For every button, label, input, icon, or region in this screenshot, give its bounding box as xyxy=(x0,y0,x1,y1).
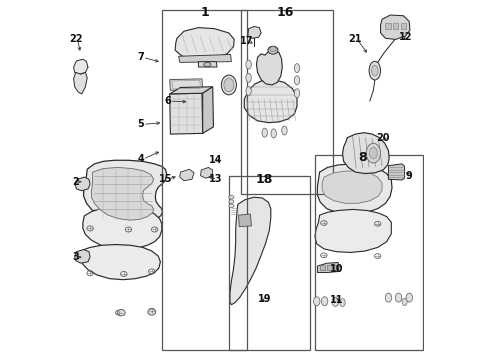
Ellipse shape xyxy=(246,87,251,95)
Polygon shape xyxy=(343,133,389,174)
Polygon shape xyxy=(381,15,410,40)
Polygon shape xyxy=(83,207,162,249)
Polygon shape xyxy=(92,167,153,220)
Ellipse shape xyxy=(321,297,328,306)
Polygon shape xyxy=(170,87,213,94)
Polygon shape xyxy=(318,262,339,273)
Ellipse shape xyxy=(369,61,381,80)
Ellipse shape xyxy=(395,293,402,302)
Ellipse shape xyxy=(294,64,300,73)
Polygon shape xyxy=(256,50,282,85)
Ellipse shape xyxy=(229,200,234,203)
Text: 9: 9 xyxy=(406,171,413,181)
Text: 13: 13 xyxy=(209,174,222,184)
Ellipse shape xyxy=(148,309,156,315)
Polygon shape xyxy=(333,265,338,270)
Text: 14: 14 xyxy=(209,155,222,165)
Text: 7: 7 xyxy=(138,52,145,62)
Text: 12: 12 xyxy=(399,32,413,42)
Polygon shape xyxy=(385,23,391,30)
Ellipse shape xyxy=(332,297,339,306)
Polygon shape xyxy=(170,79,203,90)
Text: 16: 16 xyxy=(276,6,294,19)
Ellipse shape xyxy=(282,126,287,135)
Ellipse shape xyxy=(117,310,125,316)
Ellipse shape xyxy=(270,46,276,51)
Bar xyxy=(162,10,247,350)
Ellipse shape xyxy=(229,195,234,199)
Text: 15: 15 xyxy=(159,174,173,184)
Ellipse shape xyxy=(224,78,234,92)
Ellipse shape xyxy=(406,293,413,302)
Ellipse shape xyxy=(271,129,276,138)
Polygon shape xyxy=(315,210,392,252)
Ellipse shape xyxy=(314,297,320,306)
Ellipse shape xyxy=(204,62,211,67)
Bar xyxy=(229,176,310,350)
Polygon shape xyxy=(318,164,392,214)
Text: 3: 3 xyxy=(73,252,79,262)
Text: 11: 11 xyxy=(330,295,343,305)
Text: 2: 2 xyxy=(73,177,79,187)
Polygon shape xyxy=(203,87,214,134)
Polygon shape xyxy=(170,93,203,134)
Polygon shape xyxy=(239,214,251,226)
Ellipse shape xyxy=(294,89,300,98)
Polygon shape xyxy=(401,23,406,30)
Text: 4: 4 xyxy=(138,154,145,164)
Polygon shape xyxy=(198,62,217,67)
Text: 10: 10 xyxy=(330,264,343,274)
Text: 19: 19 xyxy=(258,294,271,304)
Polygon shape xyxy=(393,23,398,30)
Ellipse shape xyxy=(402,298,407,306)
Ellipse shape xyxy=(221,75,236,95)
Text: 21: 21 xyxy=(349,35,362,44)
Ellipse shape xyxy=(294,76,300,85)
Text: 1: 1 xyxy=(200,6,209,19)
Polygon shape xyxy=(322,171,382,203)
Polygon shape xyxy=(74,59,88,74)
Polygon shape xyxy=(320,265,325,270)
Text: 17: 17 xyxy=(240,36,253,46)
Text: 6: 6 xyxy=(165,96,172,106)
Polygon shape xyxy=(245,80,297,123)
Text: 5: 5 xyxy=(138,120,145,129)
Ellipse shape xyxy=(369,147,377,159)
Polygon shape xyxy=(200,167,213,178)
Text: 22: 22 xyxy=(69,35,82,44)
Ellipse shape xyxy=(340,299,345,307)
Ellipse shape xyxy=(262,128,268,137)
Polygon shape xyxy=(74,177,90,191)
Polygon shape xyxy=(74,72,87,94)
Polygon shape xyxy=(230,197,271,305)
Polygon shape xyxy=(248,27,261,39)
Polygon shape xyxy=(179,54,231,62)
Polygon shape xyxy=(180,169,194,181)
Ellipse shape xyxy=(229,204,234,208)
Ellipse shape xyxy=(246,60,251,69)
Bar xyxy=(241,10,333,194)
Polygon shape xyxy=(327,265,332,270)
Polygon shape xyxy=(175,28,234,59)
Text: 18: 18 xyxy=(256,173,273,186)
Polygon shape xyxy=(389,164,405,180)
Ellipse shape xyxy=(246,73,251,82)
Ellipse shape xyxy=(371,65,378,76)
Bar xyxy=(315,155,422,350)
Polygon shape xyxy=(74,249,90,263)
Polygon shape xyxy=(81,244,160,280)
Text: 20: 20 xyxy=(376,133,390,143)
Ellipse shape xyxy=(268,46,278,54)
Ellipse shape xyxy=(385,293,392,302)
Text: 8: 8 xyxy=(358,151,367,164)
Ellipse shape xyxy=(366,143,381,163)
Polygon shape xyxy=(84,160,167,224)
